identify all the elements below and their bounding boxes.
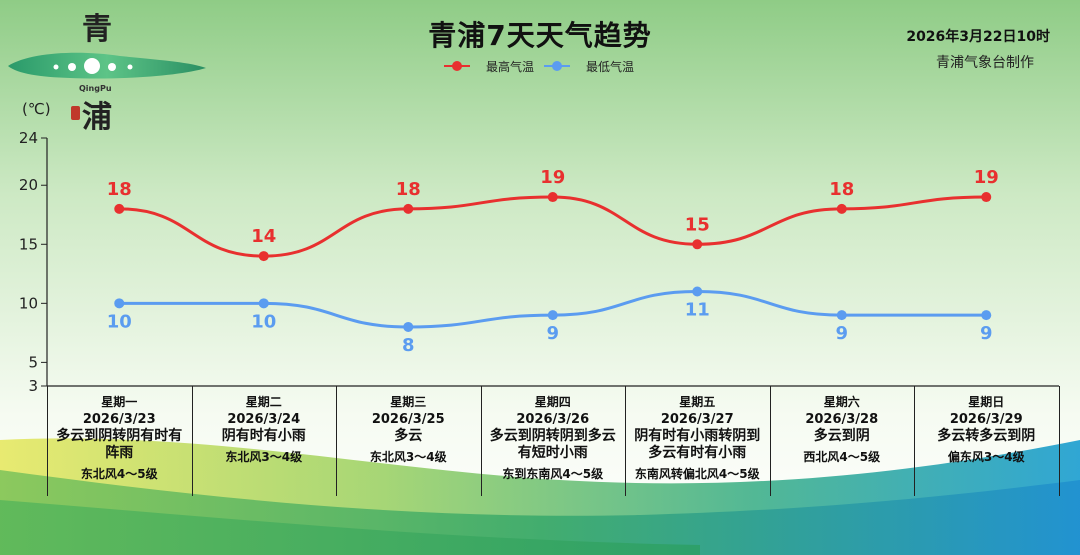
data-point xyxy=(114,298,125,309)
column-divider xyxy=(769,386,771,496)
day-weekday: 星期一 xyxy=(101,395,138,409)
issuer: 青浦气象台制作 xyxy=(936,55,1034,71)
legend-marker xyxy=(452,61,462,71)
column-divider xyxy=(336,386,337,496)
day-weekday: 星期六 xyxy=(823,395,860,409)
day-date: 2026/3/27 xyxy=(660,412,734,427)
data-point xyxy=(836,203,847,214)
day-wind: 东南风转偏北风4～5级 xyxy=(634,467,760,481)
legend-marker xyxy=(552,61,562,71)
data-label: 18 xyxy=(396,179,421,200)
data-point xyxy=(547,192,558,203)
column-divider xyxy=(625,386,626,496)
day-date: 2026/3/28 xyxy=(805,412,879,427)
data-point xyxy=(114,203,125,214)
chart-title: 青浦7天天气趋势 xyxy=(428,19,652,52)
day-wind: 东到东南风4～5级 xyxy=(502,467,604,481)
day-weather: 多云到阴转阴有时有阵雨 xyxy=(56,428,183,461)
day-date: 2026/3/25 xyxy=(371,412,445,427)
day-weather: 多云 xyxy=(394,428,423,444)
logo-char-bottom: 浦 xyxy=(82,100,112,135)
data-label: 11 xyxy=(685,300,710,321)
data-point xyxy=(403,321,414,332)
data-label: 9 xyxy=(835,323,848,344)
y-tick-label: 20 xyxy=(19,176,38,194)
y-axis-unit: (℃) xyxy=(22,100,51,118)
y-tick-label: 24 xyxy=(19,129,38,147)
day-column: 星期四 2026/3/26 多云到阴转阴到多云有短时小雨东到东南风4～5级 xyxy=(481,386,626,496)
data-point xyxy=(981,310,992,321)
day-weekday: 星期日 xyxy=(968,395,1005,409)
data-label: 9 xyxy=(546,323,559,344)
day-wind: 西北风4～5级 xyxy=(803,450,881,464)
legend-label: 最高气温 xyxy=(486,59,534,74)
data-point xyxy=(258,298,269,309)
day-wind: 东北风4～5级 xyxy=(80,467,158,481)
data-label: 14 xyxy=(251,226,276,247)
y-tick-label: 15 xyxy=(19,235,38,253)
legend-label: 最低气温 xyxy=(586,59,634,74)
column-divider xyxy=(480,386,482,496)
day-date: 2026/3/29 xyxy=(949,412,1023,427)
day-weekday: 星期三 xyxy=(390,395,427,409)
day-column: 星期一 2026/3/23 多云到阴转阴有时有阵雨东北风4～5级 xyxy=(47,386,192,496)
data-label: 15 xyxy=(685,214,710,235)
temperature-chart: 3 5 10 15 20 24 最高气温 最低气温 18 14 18 19 15 18 19 10 10 8 9… xyxy=(19,59,1059,395)
data-label: 10 xyxy=(251,311,276,332)
day-column: 星期六 2026/3/28 多云到阴西北风4～5级 xyxy=(770,386,915,496)
data-label: 19 xyxy=(540,167,565,188)
day-weather: 阴有时有小雨 xyxy=(221,428,306,444)
y-tick-label: 10 xyxy=(19,294,38,312)
data-point xyxy=(258,251,269,262)
data-label: 9 xyxy=(980,323,993,344)
day-weekday: 星期四 xyxy=(534,395,571,409)
series-line-max xyxy=(119,195,987,258)
data-label: 18 xyxy=(107,179,132,200)
day-weekday: 星期五 xyxy=(679,395,716,409)
day-wind: 东北风3～4级 xyxy=(225,450,303,464)
day-weather: 多云转多云到阴 xyxy=(937,428,1036,444)
day-column: 星期三 2026/3/25 多云东北风3～4级 xyxy=(336,386,481,496)
day-column: 星期日 2026/3/29 多云转多云到阴 偏东风3～4级 xyxy=(914,386,1059,496)
day-weekday: 星期二 xyxy=(245,395,282,409)
day-wind: 偏东风3～4级 xyxy=(947,450,1025,464)
data-point xyxy=(836,310,847,321)
logo-brush xyxy=(8,52,206,79)
data-label: 19 xyxy=(974,167,999,188)
day-date: 2026/3/23 xyxy=(82,412,156,427)
day-date: 2026/3/24 xyxy=(227,412,301,427)
issue-time: 2026年3月22日10时 xyxy=(906,29,1050,45)
column-divider xyxy=(914,386,915,496)
day-wind: 东北风3～4级 xyxy=(369,450,447,464)
logo-char-top: 青 xyxy=(82,12,112,47)
data-point xyxy=(547,310,558,321)
column-divider xyxy=(191,386,193,496)
series-line-min xyxy=(119,290,987,329)
day-weather: 阴有时有小雨转阴到多云有时有小雨 xyxy=(634,428,761,461)
column-divider xyxy=(1058,386,1060,496)
data-point xyxy=(692,239,703,250)
column-divider xyxy=(47,386,48,496)
logo-english: QingPu xyxy=(79,84,112,93)
data-label: 10 xyxy=(107,311,132,332)
day-column: 星期二 2026/3/24 阴有时有小雨 东北风3～4级 xyxy=(192,386,337,496)
data-label: 8 xyxy=(402,335,415,356)
data-point xyxy=(981,192,992,203)
data-point xyxy=(692,286,703,297)
y-tick-label: 5 xyxy=(28,353,38,371)
data-label: 18 xyxy=(829,179,854,200)
day-weather: 多云到阴转阴到多云有短时小雨 xyxy=(489,428,616,461)
day-weather: 多云到阴 xyxy=(813,428,870,444)
y-tick-label: 3 xyxy=(28,377,38,395)
day-column: 星期五 2026/3/27 阴有时有小雨转阴到多云有时有小雨东南风转偏北风4～5级 xyxy=(625,386,770,496)
day-date: 2026/3/26 xyxy=(516,412,590,427)
data-point xyxy=(403,203,414,214)
logo-seal xyxy=(71,106,80,120)
